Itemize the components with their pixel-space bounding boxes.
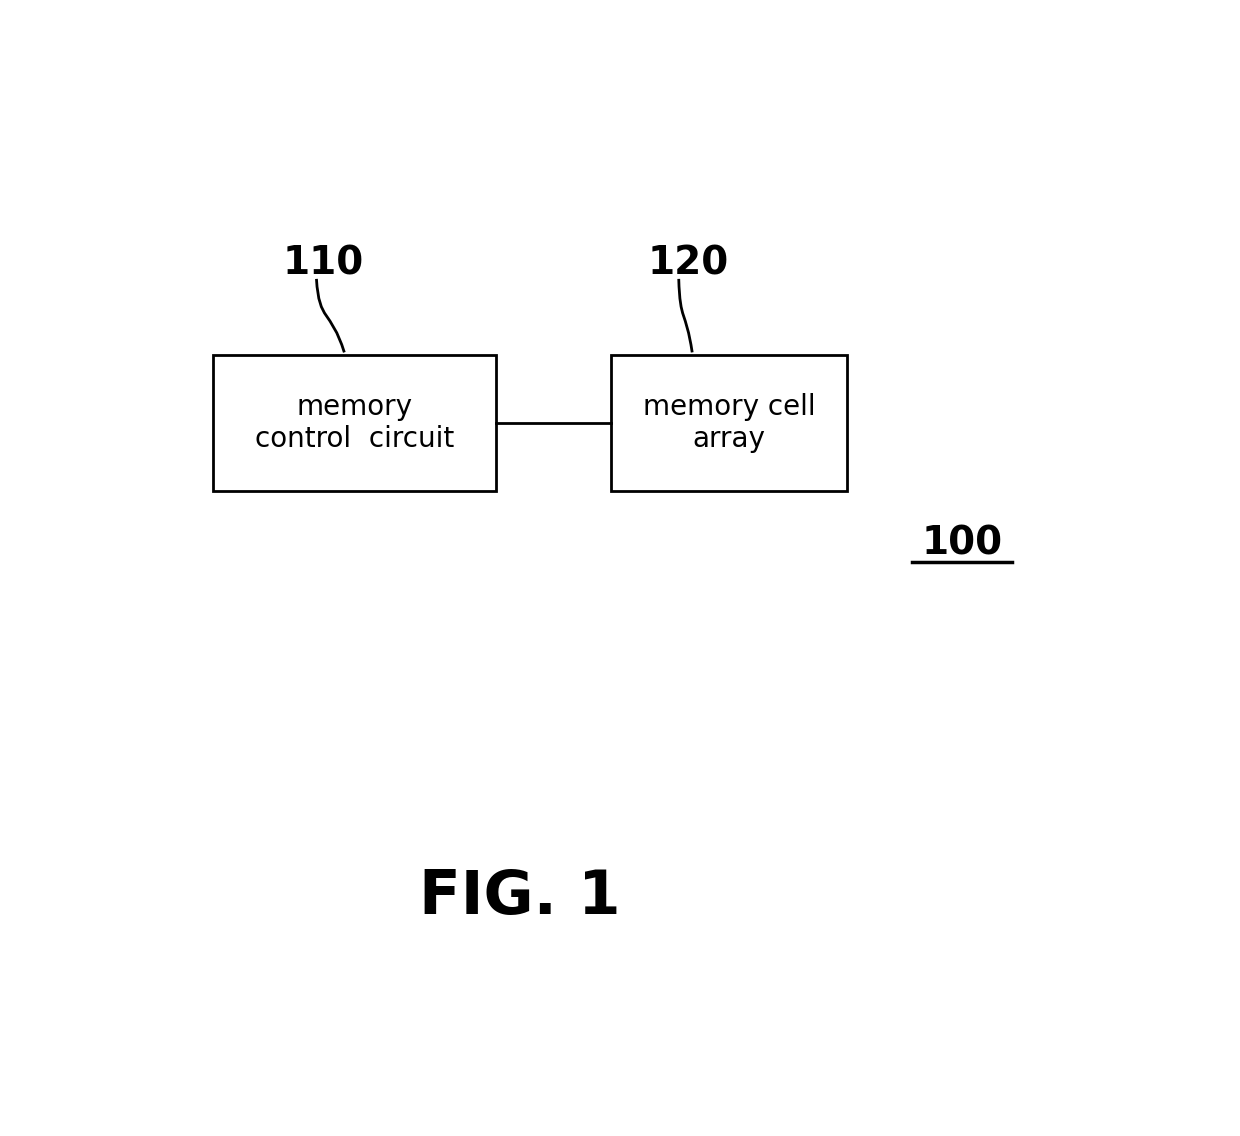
Bar: [213, 354, 496, 491]
Bar: [611, 354, 847, 491]
Text: 120: 120: [647, 244, 729, 282]
Text: memory cell
array: memory cell array: [642, 393, 816, 453]
Text: 110: 110: [283, 244, 363, 282]
Text: 100: 100: [921, 524, 1003, 562]
Text: FIG. 1: FIG. 1: [419, 868, 621, 927]
Text: memory
control  circuit: memory control circuit: [254, 393, 454, 453]
